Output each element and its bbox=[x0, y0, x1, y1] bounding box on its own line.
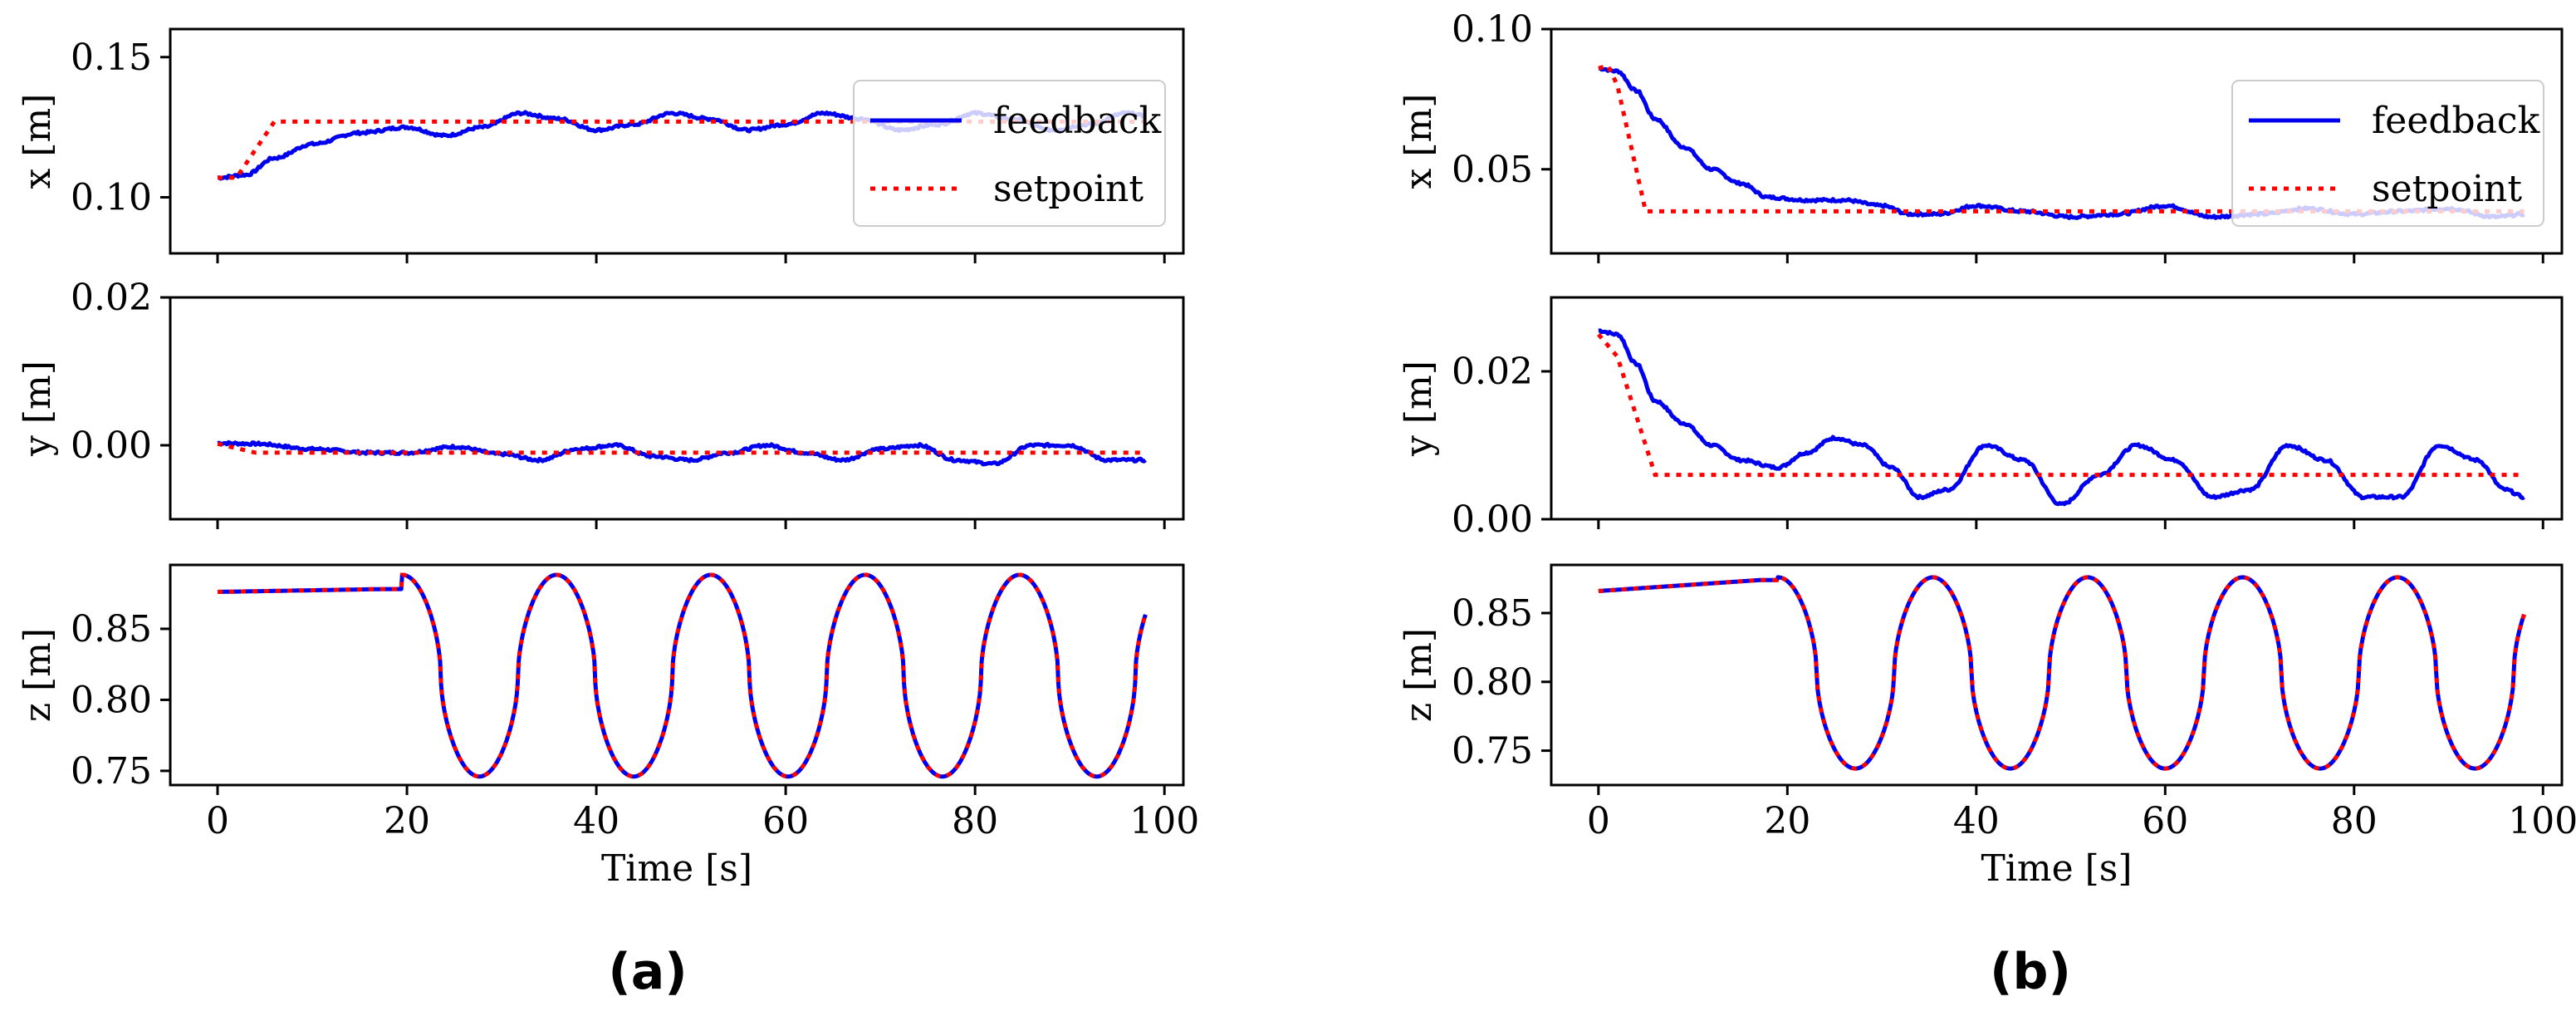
y-tick-label: 0.85 bbox=[1452, 592, 1533, 635]
y-axis-label: z [m] bbox=[17, 628, 59, 722]
x-axis-label: Time [s] bbox=[1981, 847, 2132, 890]
x-tick-label: 80 bbox=[2331, 800, 2378, 842]
legend-label-setpoint: setpoint bbox=[2372, 168, 2522, 210]
subplot-b-1: 0.05 0.10 x [m] feedback setpoint bbox=[1398, 8, 2564, 263]
x-tick-label: 40 bbox=[573, 800, 620, 842]
subplot-a-2: 0.00 0.02 y [m] bbox=[17, 277, 1185, 529]
chart-panel-b: 0.05 0.10 x [m] feedback setpoint 0.00 0.02 y [… bbox=[1398, 8, 2576, 1001]
subplot-a-3: 0.75 0.80 0.85 0 20 40 60 80 100 z [m] bbox=[17, 563, 1199, 842]
series-setpoint-b-3 bbox=[1598, 575, 2526, 771]
series-setpoint-a-3 bbox=[218, 572, 1148, 779]
y-axis-label: x [m] bbox=[17, 94, 59, 189]
axes-frame bbox=[1550, 563, 2564, 787]
legend-label-feedback: feedback bbox=[993, 100, 1162, 142]
subplot-b-2: 0.00 0.02 y [m] bbox=[1398, 296, 2564, 541]
y-tick-label: 0.05 bbox=[1452, 149, 1533, 191]
x-tick-label: 100 bbox=[2508, 800, 2576, 842]
y-axis-label: y [m] bbox=[1398, 361, 1440, 457]
series-setpoint-b-1 bbox=[1598, 62, 2525, 214]
x-tick-label: 60 bbox=[762, 800, 809, 842]
series-feedback-b-2 bbox=[1598, 328, 2525, 507]
chart-panel-a: 0.10 0.15 x [m] feedback setpoint 0.00 0.02 y [… bbox=[17, 27, 1199, 1001]
x-tick-label: 0 bbox=[1587, 800, 1610, 842]
axes-frame bbox=[169, 296, 1185, 521]
x-tick-label: 20 bbox=[384, 800, 430, 842]
series-setpoint-a-2 bbox=[217, 441, 1146, 455]
y-tick-label: 0.80 bbox=[1452, 661, 1533, 704]
series-setpoint-b-2 bbox=[1596, 332, 2525, 478]
legend-label-setpoint: setpoint bbox=[993, 168, 1144, 210]
x-tick-label: 40 bbox=[1953, 800, 2000, 842]
y-tick-label: 0.02 bbox=[71, 277, 152, 319]
y-axis-label: y [m] bbox=[17, 361, 59, 457]
series-feedback-b-3 bbox=[1597, 575, 2526, 771]
y-tick-label: 0.80 bbox=[71, 679, 152, 721]
axes-frame bbox=[169, 27, 1185, 255]
y-axis-label: x [m] bbox=[1398, 94, 1440, 189]
y-tick-label: 0.85 bbox=[71, 608, 152, 650]
y-tick-label: 0.10 bbox=[1452, 8, 1533, 51]
x-axis-label: Time [s] bbox=[601, 847, 752, 890]
legend-label-feedback: feedback bbox=[2372, 100, 2540, 142]
y-tick-label: 0.00 bbox=[71, 425, 152, 467]
panel-label: (b) bbox=[1990, 943, 2071, 1001]
y-tick-label: 0.02 bbox=[1452, 351, 1533, 393]
series-feedback-a-3 bbox=[216, 572, 1148, 779]
x-tick-label: 100 bbox=[1129, 800, 1199, 842]
x-tick-label: 80 bbox=[952, 800, 998, 842]
y-tick-label: 0.15 bbox=[71, 37, 152, 79]
axes-frame bbox=[1550, 27, 2564, 255]
x-tick-label: 0 bbox=[206, 800, 229, 842]
legend: feedback setpoint bbox=[853, 80, 1166, 227]
panel-label: (a) bbox=[608, 943, 687, 1001]
subplot-a-1: 0.10 0.15 x [m] feedback setpoint bbox=[17, 27, 1185, 263]
subplot-b-3: 0.75 0.80 0.85 0 20 40 60 80 100 z [m] bbox=[1398, 563, 2576, 842]
y-tick-label: 0.10 bbox=[71, 177, 152, 219]
axes-frame bbox=[169, 563, 1185, 787]
x-tick-label: 20 bbox=[1764, 800, 1810, 842]
axes-frame bbox=[1550, 296, 2564, 521]
x-tick-label: 60 bbox=[2142, 800, 2188, 842]
legend: feedback setpoint bbox=[2231, 80, 2544, 227]
y-tick-label: 0.00 bbox=[1452, 498, 1533, 541]
y-tick-label: 0.75 bbox=[1452, 730, 1533, 773]
y-tick-label: 0.75 bbox=[71, 750, 152, 793]
y-axis-label: z [m] bbox=[1398, 628, 1440, 722]
